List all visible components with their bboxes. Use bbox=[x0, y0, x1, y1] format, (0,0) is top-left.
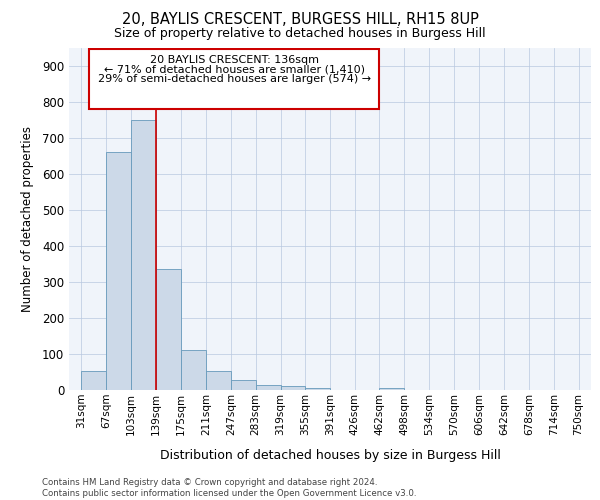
Bar bbox=[305, 388, 331, 390]
Bar bbox=[82, 372, 106, 390]
Bar bbox=[131, 120, 156, 390]
Bar bbox=[106, 152, 131, 390]
Text: 20, BAYLIS CRESCENT, BURGESS HILL, RH15 8UP: 20, BAYLIS CRESCENT, BURGESS HILL, RH15 … bbox=[122, 12, 478, 28]
Bar bbox=[281, 386, 305, 390]
Bar bbox=[89, 50, 379, 109]
Bar bbox=[231, 380, 256, 390]
Bar bbox=[156, 269, 181, 390]
Y-axis label: Number of detached properties: Number of detached properties bbox=[20, 126, 34, 312]
Bar bbox=[181, 350, 206, 390]
Text: 20 BAYLIS CRESCENT: 136sqm: 20 BAYLIS CRESCENT: 136sqm bbox=[149, 54, 319, 64]
Bar bbox=[206, 372, 231, 390]
Bar bbox=[256, 384, 281, 390]
Text: ← 71% of detached houses are smaller (1,410): ← 71% of detached houses are smaller (1,… bbox=[104, 64, 365, 74]
Text: 29% of semi-detached houses are larger (574) →: 29% of semi-detached houses are larger (… bbox=[98, 74, 371, 84]
Bar bbox=[379, 388, 404, 390]
Text: Contains HM Land Registry data © Crown copyright and database right 2024.
Contai: Contains HM Land Registry data © Crown c… bbox=[42, 478, 416, 498]
Text: Size of property relative to detached houses in Burgess Hill: Size of property relative to detached ho… bbox=[114, 28, 486, 40]
X-axis label: Distribution of detached houses by size in Burgess Hill: Distribution of detached houses by size … bbox=[160, 449, 500, 462]
